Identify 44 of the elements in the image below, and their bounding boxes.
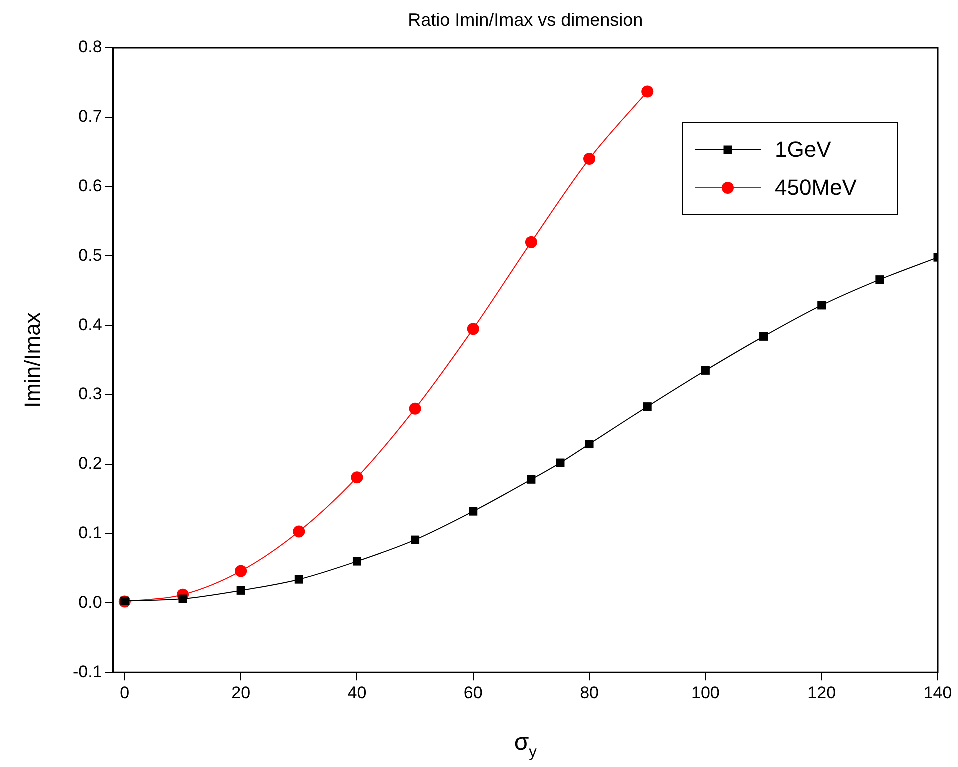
point <box>760 332 768 341</box>
point <box>411 536 420 544</box>
point <box>236 586 246 595</box>
y-tick-label: 0.5 <box>78 246 102 265</box>
y-tick-label: 0.4 <box>78 315 102 334</box>
x-tick-label: 80 <box>580 683 599 702</box>
point <box>585 440 594 449</box>
x-tick-label: 60 <box>464 683 483 702</box>
y-tick-label: 0.7 <box>78 107 102 126</box>
point <box>467 323 480 336</box>
y-tick-label: -0.1 <box>72 662 102 682</box>
point <box>876 276 884 284</box>
x-tick-label: 0 <box>120 683 130 702</box>
point <box>701 366 710 375</box>
point <box>351 472 364 484</box>
y-tick-label: 0.3 <box>78 384 102 404</box>
point <box>556 458 565 468</box>
chart-title: Ratio Imin/Imax vs dimension <box>408 10 644 30</box>
point <box>293 526 306 538</box>
point <box>818 301 826 310</box>
x-tick-label: 40 <box>348 683 367 702</box>
point <box>584 153 596 166</box>
point <box>178 594 188 604</box>
x-tick-label: 100 <box>692 683 720 702</box>
point <box>643 402 652 412</box>
y-axis-title: Imin/Imax <box>20 312 45 408</box>
legend-label: 450MeV <box>775 175 858 200</box>
y-tick-label: 0.2 <box>78 454 102 474</box>
point <box>409 402 422 415</box>
x-tick-label: 140 <box>924 683 952 702</box>
legend-label: 1GeV <box>775 137 832 162</box>
point <box>525 236 538 248</box>
point <box>235 565 248 578</box>
point <box>352 557 362 566</box>
y-tick-label: 0.8 <box>78 38 102 57</box>
x-tick-label: 120 <box>808 683 836 702</box>
point <box>642 86 654 98</box>
y-tick-label: 0.0 <box>78 592 102 612</box>
x-tick-label: 20 <box>232 683 251 702</box>
y-tick-label: 0.1 <box>78 523 102 542</box>
y-tick-label: 0.6 <box>78 176 102 196</box>
point <box>294 575 304 584</box>
point <box>527 475 536 484</box>
point <box>469 507 478 516</box>
